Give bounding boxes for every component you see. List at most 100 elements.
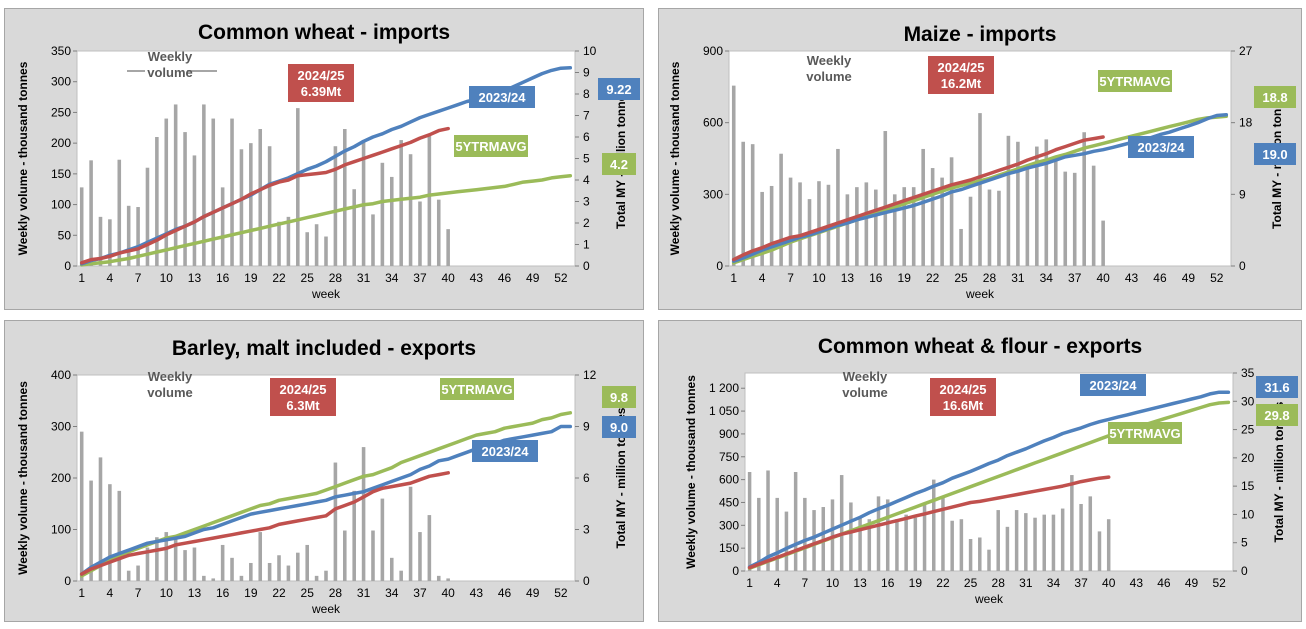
weekly-bar bbox=[839, 475, 844, 571]
weekly-bar bbox=[1005, 526, 1010, 571]
weekly-volume-label: Weekly volume bbox=[806, 53, 852, 84]
x-tick-label: 37 bbox=[1074, 576, 1088, 590]
weekly-bar bbox=[296, 108, 300, 266]
x-tick-label: 34 bbox=[385, 586, 399, 600]
weekly-bar bbox=[258, 532, 263, 581]
x-tick-label: 25 bbox=[301, 586, 315, 600]
right-axis-title: Total MY - million tonnes bbox=[614, 407, 628, 548]
x-tick-label: 10 bbox=[160, 586, 174, 600]
weekly-bar bbox=[1072, 172, 1077, 266]
x-tick-label: 4 bbox=[759, 271, 766, 285]
chart-svg: 0 300 600 900 0 9 18 27 1 4 7 10 13 16 19 22 25 28 31 34 37 4… bbox=[668, 44, 1296, 301]
left-tick-label: 200 bbox=[51, 136, 71, 150]
chart-panel-maize-imports: Maize - imports 0 300 600 900 0 9 18 27 1 4 7 10 13 1… bbox=[658, 8, 1302, 310]
left-tick-label: 150 bbox=[719, 541, 739, 555]
x-tick-label: 22 bbox=[936, 576, 950, 590]
weekly-bar bbox=[192, 547, 197, 581]
weekly-bar bbox=[904, 514, 908, 571]
weekly-bar bbox=[267, 562, 272, 581]
x-tick-label: 19 bbox=[244, 271, 258, 285]
left-tick-label: 100 bbox=[51, 523, 71, 537]
x-tick-label: 31 bbox=[357, 271, 371, 285]
x-tick-label: 34 bbox=[1040, 271, 1054, 285]
weekly-bar bbox=[267, 146, 272, 266]
weekly-bar bbox=[803, 497, 807, 571]
weekly-bar bbox=[1079, 503, 1083, 571]
left-axis-title: Weekly volume - thousand tonnes bbox=[16, 381, 30, 575]
weekly-bar bbox=[427, 135, 432, 266]
right-tick-label: 3 bbox=[583, 195, 590, 209]
weekly-bar bbox=[333, 146, 338, 266]
x-tick-label: 49 bbox=[1185, 576, 1199, 590]
weekly-bar bbox=[949, 157, 954, 266]
x-tick-label: 52 bbox=[554, 271, 568, 285]
x-axis-title: week bbox=[311, 602, 341, 616]
x-tick-label: 25 bbox=[964, 576, 978, 590]
right-tick-label: 6 bbox=[583, 130, 590, 144]
weekly-bar bbox=[1063, 171, 1068, 266]
right-tick-label: 0 bbox=[583, 259, 590, 273]
weekly-bar bbox=[830, 499, 835, 571]
label-2023-24-box bbox=[472, 440, 538, 462]
x-tick-label: 22 bbox=[272, 271, 286, 285]
weekly-bar bbox=[940, 177, 944, 266]
end-value-2023-24-box bbox=[602, 416, 636, 438]
weekly-bar bbox=[1097, 531, 1102, 571]
weekly-bar bbox=[427, 515, 432, 581]
end-value-2023-24: 9.22 bbox=[606, 82, 631, 97]
weekly-bar bbox=[418, 201, 422, 266]
right-tick-label: 25 bbox=[1241, 423, 1255, 437]
end-value-2023-24: 31.6 bbox=[1264, 380, 1289, 395]
x-tick-label: 46 bbox=[498, 271, 512, 285]
weekly-bar bbox=[784, 511, 789, 571]
x-tick-label: 52 bbox=[1213, 576, 1227, 590]
weekly-bar bbox=[996, 510, 1000, 571]
weekly-bar bbox=[987, 189, 992, 266]
weekly-bar bbox=[361, 447, 366, 581]
right-tick-label: 3 bbox=[583, 523, 590, 537]
label-2024-25: 2024/25 16.2Mt bbox=[938, 60, 985, 91]
weekly-bar bbox=[913, 517, 918, 571]
weekly-bar bbox=[757, 497, 761, 571]
weekly-bar bbox=[145, 167, 150, 266]
weekly-bar bbox=[324, 236, 328, 266]
weekly-bar bbox=[380, 162, 385, 266]
weekly-bar bbox=[136, 565, 140, 581]
weekly-volume-label: Weekly volume bbox=[147, 369, 193, 400]
right-tick-label: 9 bbox=[1239, 187, 1246, 201]
end-value-5yr-average-box bbox=[602, 153, 636, 175]
weekly-bar bbox=[436, 199, 441, 266]
left-tick-label: 300 bbox=[719, 518, 739, 532]
x-tick-label: 31 bbox=[357, 586, 371, 600]
weekly-bar bbox=[779, 153, 783, 266]
weekly-bar bbox=[798, 182, 802, 266]
weekly-bar bbox=[968, 196, 973, 266]
weekly-bar bbox=[987, 549, 991, 571]
end-value-2023-24-box bbox=[598, 78, 640, 100]
label-5yr-average-box bbox=[454, 135, 528, 157]
left-tick-label: 300 bbox=[703, 187, 723, 201]
weekly-bar bbox=[343, 530, 347, 581]
weekly-bar bbox=[793, 472, 798, 571]
weekly-bar bbox=[1014, 510, 1019, 571]
weekly-bar bbox=[1053, 156, 1058, 266]
left-tick-label: 750 bbox=[719, 450, 739, 464]
left-tick-label: 0 bbox=[732, 564, 739, 578]
label-5yr-average: 5YTRMAVG bbox=[441, 382, 512, 397]
x-tick-label: 25 bbox=[954, 271, 968, 285]
weekly-bar bbox=[296, 552, 300, 581]
label-2024-25-box bbox=[270, 378, 336, 416]
weekly-bar bbox=[145, 547, 150, 581]
line-2024-25 bbox=[747, 475, 1111, 570]
x-tick-label: 4 bbox=[774, 576, 781, 590]
right-tick-label: 7 bbox=[583, 109, 590, 123]
left-axis-title: Weekly volume - thousand tonnes bbox=[668, 61, 682, 255]
right-tick-label: 9 bbox=[583, 420, 590, 434]
weekly-bar bbox=[305, 232, 309, 266]
right-tick-label: 0 bbox=[1239, 259, 1246, 273]
weekly-bar bbox=[836, 148, 840, 266]
left-tick-label: 600 bbox=[719, 473, 739, 487]
weekly-bar bbox=[1082, 132, 1086, 266]
x-tick-label: 10 bbox=[812, 271, 826, 285]
weekly-bar bbox=[286, 216, 291, 266]
